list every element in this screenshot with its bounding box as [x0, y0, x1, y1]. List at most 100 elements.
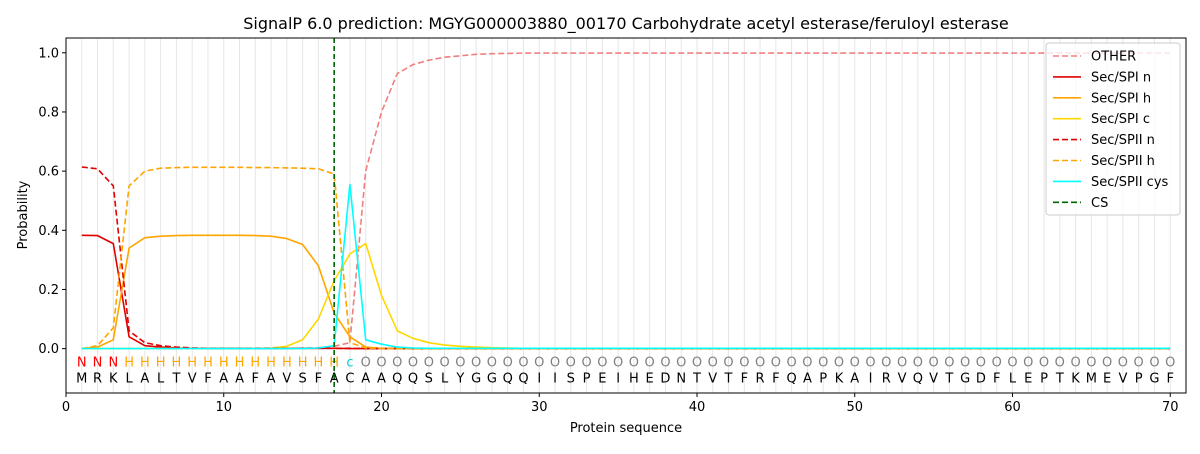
annotation-label: O: [865, 355, 875, 370]
annotation-label: O: [834, 355, 844, 370]
residue-label: E: [598, 372, 606, 387]
residue-label: A: [219, 372, 228, 387]
legend-label: OTHER: [1091, 50, 1136, 65]
annotation-label: O: [439, 355, 449, 370]
residue-label: Q: [518, 372, 528, 387]
annotation-label: O: [928, 355, 938, 370]
annotation-label: O: [471, 355, 481, 370]
annotation-label: O: [1007, 355, 1017, 370]
annotation-label: O: [1086, 355, 1096, 370]
annotation-label: O: [897, 355, 907, 370]
residue-label: V: [1118, 372, 1127, 387]
annotation-label: O: [1023, 355, 1033, 370]
annotation-label: O: [787, 355, 797, 370]
annotation-label: c: [346, 355, 353, 370]
annotation-label: H: [203, 355, 213, 370]
annotation-label: O: [581, 355, 591, 370]
annotation-label: O: [550, 355, 560, 370]
residue-label: A: [140, 372, 149, 387]
annotation-label: O: [1149, 355, 1159, 370]
residue-label: S: [567, 372, 575, 387]
x-tick-label: 60: [1004, 400, 1021, 415]
annotation-label: O: [739, 355, 749, 370]
legend-label: Sec/SPI h: [1091, 91, 1151, 106]
residue-label: C: [345, 372, 354, 387]
annotation-label: O: [771, 355, 781, 370]
x-tick-label: 50: [846, 400, 863, 415]
x-tick-label: 10: [215, 400, 232, 415]
annotation-label: H: [235, 355, 245, 370]
legend-label: Sec/SPI c: [1091, 112, 1150, 127]
annotation-label: N: [93, 355, 103, 370]
residue-label: I: [537, 372, 541, 387]
plot-frame: [65, 37, 1187, 394]
y-tick-label: 0.6: [38, 165, 59, 180]
residue-label: A: [803, 372, 812, 387]
residue-label: K: [1071, 372, 1080, 387]
residue-label: R: [93, 372, 102, 387]
residue-label: K: [109, 372, 118, 387]
axes: 0 10 20 30 40 50 60 70 0.0 0.2 0.4 0.6 0.8 1.0: [38, 46, 1178, 415]
residue-label: K: [835, 372, 844, 387]
y-tick-label: 0.4: [38, 224, 59, 239]
residue-label: E: [1024, 372, 1032, 387]
residue-label: E: [1103, 372, 1111, 387]
annotation-label: O: [992, 355, 1002, 370]
residue-label: T: [171, 372, 180, 387]
annotation-label: N: [77, 355, 87, 370]
legend-label: Sec/SPII h: [1091, 154, 1155, 169]
annotation-label: H: [314, 355, 324, 370]
annotation-label: O: [518, 355, 528, 370]
residue-label: L: [441, 372, 449, 387]
annotation-label: O: [613, 355, 623, 370]
residue-label: P: [1040, 372, 1048, 387]
series-line-sec-spi-n: [81, 234, 1171, 350]
residue-label: E: [646, 372, 654, 387]
annotation-label: O: [408, 355, 418, 370]
residue-label: G: [960, 372, 970, 387]
annotation-label: H: [282, 355, 292, 370]
residue-label: H: [629, 372, 639, 387]
annotation-label: O: [723, 355, 733, 370]
residue-label: F: [993, 372, 1000, 387]
annotation-label: O: [976, 355, 986, 370]
residue-label: P: [583, 372, 591, 387]
residue-label: V: [898, 372, 907, 387]
annotation-label: H: [124, 355, 134, 370]
annotation-label: O: [1165, 355, 1175, 370]
residue-label: R: [756, 372, 765, 387]
residue-label: F: [204, 372, 211, 387]
annotation-label: O: [960, 355, 970, 370]
legend-box: [1045, 42, 1181, 216]
annotation-label: H: [172, 355, 182, 370]
residue-label: M: [76, 372, 87, 387]
chart-title: SignalP 6.0 prediction: MGYG000003880_00…: [243, 14, 1008, 34]
annotation-label: O: [1039, 355, 1049, 370]
legend: OTHER Sec/SPI n Sec/SPI h Sec/SPI c Sec/SPII…: [1045, 42, 1181, 216]
annotation-label: O: [455, 355, 465, 370]
annotation-label: O: [534, 355, 544, 370]
y-tick-label: 0.8: [38, 105, 59, 120]
residue-label: A: [850, 372, 859, 387]
annotation-label: O: [392, 355, 402, 370]
series-line-sec-spii-h: [81, 166, 1171, 350]
residue-label: I: [869, 372, 873, 387]
residue-label: V: [282, 372, 291, 387]
annotation-label: O: [503, 355, 513, 370]
residue-label: S: [298, 372, 306, 387]
residue-label: S: [425, 372, 433, 387]
annotation-label: O: [850, 355, 860, 370]
legend-label: Sec/SPI n: [1091, 70, 1151, 85]
annotation-label: O: [1118, 355, 1128, 370]
residue-label: V: [188, 372, 197, 387]
residue-label: F: [772, 372, 779, 387]
series-line-sec-spii-cys: [81, 183, 1171, 350]
residue-label: Q: [503, 372, 513, 387]
residue-label: Q: [913, 372, 923, 387]
annotation-label: O: [597, 355, 607, 370]
sequence-annotations: NMNRNKHLHAHLHTHVHFHAHAHFHAHVHSHFHAcCOAOA…: [76, 355, 1175, 386]
residue-label: R: [882, 372, 891, 387]
annotation-label: H: [219, 355, 229, 370]
residue-label: V: [708, 372, 717, 387]
